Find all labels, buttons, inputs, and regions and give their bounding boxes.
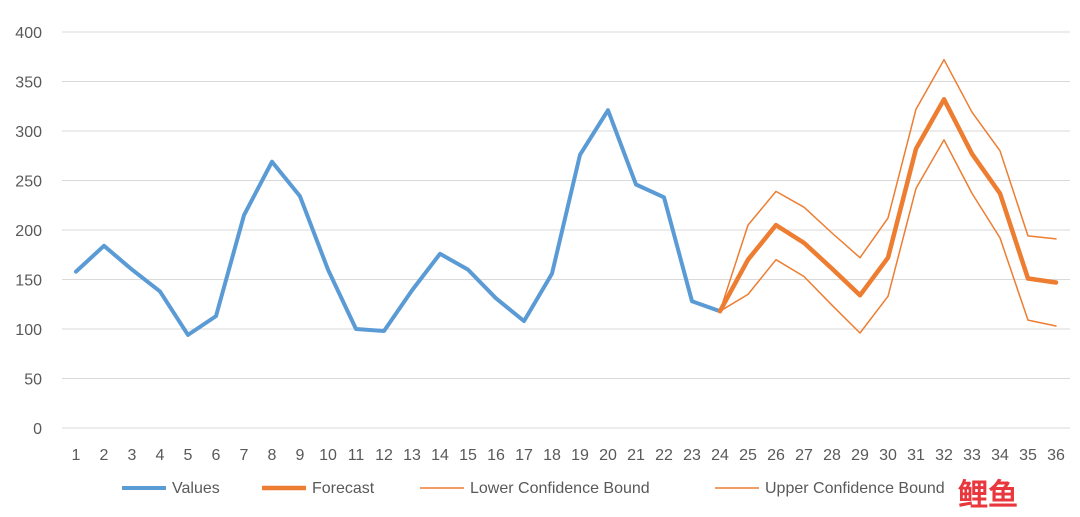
x-tick-label: 22 xyxy=(655,447,673,464)
series-lines xyxy=(74,58,1059,337)
x-tick-label: 31 xyxy=(907,447,925,464)
legend-item-upper-confidence-bound: Upper Confidence Bound xyxy=(715,480,945,497)
x-tick-label: 23 xyxy=(683,447,701,464)
y-tick-label: 150 xyxy=(15,273,42,290)
series-line-forecast xyxy=(717,97,1059,314)
x-tick-label: 36 xyxy=(1047,447,1065,464)
x-tick-label: 2 xyxy=(100,447,109,464)
y-tick-label: 400 xyxy=(15,25,42,42)
x-tick-label: 25 xyxy=(739,447,757,464)
y-tick-label: 250 xyxy=(15,174,42,191)
legend-label: Forecast xyxy=(312,480,375,497)
x-tick-label: 18 xyxy=(543,447,561,464)
x-tick-label: 1 xyxy=(72,447,81,464)
x-tick-label: 7 xyxy=(240,447,249,464)
x-tick-label: 4 xyxy=(156,447,165,464)
x-tick-label: 30 xyxy=(879,447,897,464)
x-tick-label: 26 xyxy=(767,447,785,464)
y-tick-label: 300 xyxy=(15,124,42,141)
legend-label: Values xyxy=(172,480,220,497)
legend-label: Upper Confidence Bound xyxy=(765,480,945,497)
x-tick-label: 5 xyxy=(184,447,193,464)
x-tick-label: 16 xyxy=(487,447,505,464)
legend-item-forecast: Forecast xyxy=(262,480,375,497)
x-tick-label: 28 xyxy=(823,447,841,464)
x-tick-label: 34 xyxy=(991,447,1009,464)
y-tick-label: 0 xyxy=(33,421,42,438)
x-tick-label: 24 xyxy=(711,447,729,464)
x-tick-label: 14 xyxy=(431,447,449,464)
x-tick-label: 6 xyxy=(212,447,221,464)
legend: Values Forecast Lower Confidence Bound Uppe… xyxy=(122,480,945,497)
legend-label: Lower Confidence Bound xyxy=(470,480,650,497)
x-tick-label: 8 xyxy=(268,447,277,464)
y-tick-label: 200 xyxy=(15,223,42,240)
x-tick-label: 15 xyxy=(459,447,477,464)
x-tick-label: 21 xyxy=(627,447,645,464)
x-tick-label: 19 xyxy=(571,447,589,464)
x-tick-label: 17 xyxy=(515,447,533,464)
x-axis-tick-labels: 1 2 3 4 5 6 7 8 9 10 11 12 13 14 15 16 17 18 19 20 21 22 23 24 2… xyxy=(72,447,1065,464)
x-tick-label: 20 xyxy=(599,447,617,464)
x-tick-label: 13 xyxy=(403,447,421,464)
x-tick-label: 10 xyxy=(319,447,337,464)
legend-item-lower-confidence-bound: Lower Confidence Bound xyxy=(420,480,650,497)
y-tick-label: 100 xyxy=(15,322,42,339)
x-tick-label: 27 xyxy=(795,447,813,464)
x-tick-label: 12 xyxy=(375,447,393,464)
gridlines xyxy=(62,31,1070,429)
legend-item-values: Values xyxy=(122,480,220,497)
y-tick-label: 50 xyxy=(24,372,42,389)
x-tick-label: 9 xyxy=(296,447,305,464)
series-line-values xyxy=(74,108,722,337)
x-tick-label: 3 xyxy=(128,447,137,464)
y-tick-label: 350 xyxy=(15,75,42,92)
series-line-lower-confidence-bound xyxy=(719,139,1057,334)
series-line-upper-confidence-bound xyxy=(719,58,1057,312)
x-tick-label: 29 xyxy=(851,447,869,464)
x-tick-label: 32 xyxy=(935,447,953,464)
x-tick-label: 33 xyxy=(963,447,981,464)
x-tick-label: 11 xyxy=(348,447,365,464)
watermark-text: 鲤鱼 xyxy=(958,478,1018,513)
x-tick-label: 35 xyxy=(1019,447,1037,464)
y-axis-tick-labels: 0 50 100 150 200 250 300 350 400 xyxy=(15,25,42,438)
